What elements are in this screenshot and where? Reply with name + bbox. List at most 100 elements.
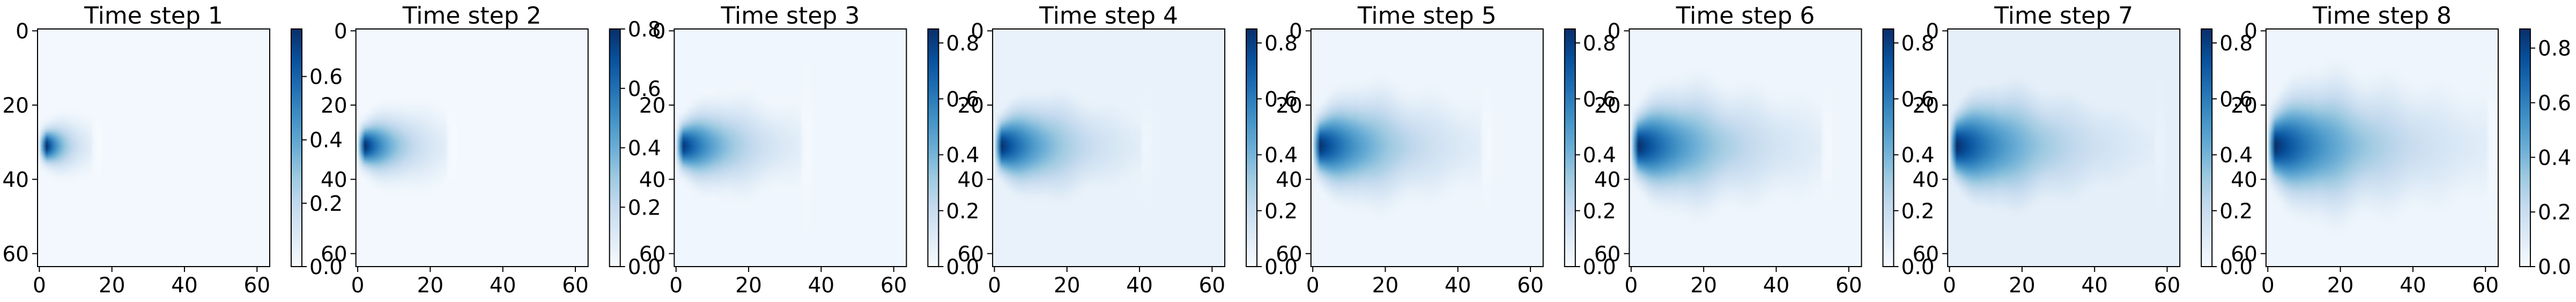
y-tick-label: 20: [2, 94, 29, 118]
y-tick-label: 20: [321, 94, 347, 118]
y-tick-label: 0: [1608, 19, 1621, 43]
heatmap-image: [2266, 29, 2498, 267]
colorbar-tick-label: 0.6: [1583, 87, 1616, 112]
colorbar-tick-label: 0.6: [2219, 87, 2253, 112]
panel-title: Time step 5: [1357, 2, 1497, 30]
colorbar-tick-label: 0.2: [1583, 200, 1616, 224]
y-tick-label: 0: [653, 19, 666, 43]
colorbar-tick-label: 0.0: [2538, 255, 2571, 279]
axes-frame: [1310, 28, 1544, 267]
colorbar-frame: [1882, 28, 1894, 267]
heatmap-image: [1311, 29, 1543, 267]
colorbar-tick-label: 0.8: [1583, 32, 1616, 56]
y-tick-label: 0: [1926, 19, 1939, 43]
colorbar-tick-label: 0.8: [1264, 32, 1298, 56]
colorbar-tick-label: 0.0: [2219, 255, 2253, 279]
axes-frame: [1628, 28, 1862, 267]
heatmap-image: [356, 29, 588, 267]
colorbar: [291, 29, 302, 267]
x-tick-label: 20: [2327, 274, 2354, 298]
colorbar-tick-label: 0.6: [309, 65, 343, 90]
x-tick-label: 0: [2261, 274, 2275, 298]
y-tick-label: 40: [957, 168, 984, 192]
colorbar-tick-label: 0.2: [628, 196, 661, 220]
y-tick-label: 0: [971, 19, 984, 43]
colorbar-tick-label: 0.0: [1583, 255, 1616, 279]
y-tick-label: 40: [639, 168, 666, 192]
y-tick-label: 0: [16, 19, 29, 43]
x-tick-label: 60: [562, 274, 589, 298]
x-tick-label: 40: [1445, 274, 1471, 298]
x-tick-label: 20: [99, 274, 125, 298]
y-tick-label: 60: [2, 242, 29, 267]
colorbar-tick-label: 0.6: [2538, 91, 2571, 115]
panel-title: Time step 7: [1994, 2, 2133, 30]
axes-frame: [1947, 28, 2181, 267]
colorbar-frame: [2201, 28, 2213, 267]
colorbar-tick-label: 0.4: [1264, 144, 1298, 168]
colorbar: [1246, 29, 1257, 267]
colorbar-tick-label: 0.2: [1901, 200, 1935, 224]
colorbar-frame: [2519, 28, 2531, 267]
y-tick-label: 60: [321, 242, 347, 267]
x-tick-label: 60: [1517, 274, 1544, 298]
heatmap-image: [38, 29, 270, 267]
panel-title: Time step 8: [2312, 2, 2452, 30]
y-tick-label: 20: [1276, 94, 1302, 118]
heatmap-image: [993, 29, 1225, 267]
x-tick-label: 40: [808, 274, 835, 298]
y-tick-label: 60: [1276, 242, 1302, 267]
x-tick-label: 0: [988, 274, 1001, 298]
y-tick-label: 0: [2244, 19, 2257, 43]
colorbar-tick-label: 0.0: [1264, 255, 1298, 279]
colorbar-frame: [1246, 28, 1258, 267]
colorbar-frame: [1564, 28, 1576, 267]
colorbar: [928, 29, 939, 267]
axes-frame: [673, 28, 907, 267]
y-tick-label: 40: [1913, 168, 1940, 192]
colorbar-tick-label: 0.8: [1901, 32, 1935, 56]
heatmap-image: [674, 29, 907, 267]
x-tick-label: 0: [669, 274, 683, 298]
colorbar-tick-label: 0.0: [309, 255, 343, 279]
y-tick-label: 20: [639, 94, 666, 118]
axes-frame: [37, 28, 270, 267]
y-tick-label: 40: [2231, 168, 2257, 192]
colorbar-tick-label: 0.6: [1264, 87, 1298, 112]
colorbar-tick-label: 0.2: [1264, 200, 1298, 224]
x-tick-label: 60: [244, 274, 271, 298]
colorbar-tick-label: 0.4: [2219, 144, 2253, 168]
colorbar-tick-label: 0.8: [628, 18, 661, 42]
colorbar: [609, 29, 620, 267]
axes-frame: [2265, 28, 2499, 267]
x-tick-label: 20: [1054, 274, 1080, 298]
colorbar-tick-label: 0.8: [2219, 32, 2253, 56]
colorbar-tick-label: 0.0: [1901, 255, 1935, 279]
colorbar-tick-label: 0.0: [628, 255, 661, 279]
y-tick-label: 20: [957, 94, 984, 118]
colorbar-tick-label: 0.8: [946, 32, 979, 56]
colorbar-tick-label: 0.2: [309, 192, 343, 216]
x-tick-label: 40: [2081, 274, 2108, 298]
panel-title: Time step 4: [1039, 2, 1178, 30]
y-tick-label: 40: [1276, 168, 1302, 192]
x-tick-label: 40: [171, 274, 198, 298]
y-tick-label: 20: [2231, 94, 2257, 118]
colorbar-tick-label: 0.6: [628, 77, 661, 101]
heatmap-image: [1629, 29, 1862, 267]
x-tick-label: 40: [1763, 274, 1790, 298]
x-tick-label: 40: [1126, 274, 1153, 298]
x-tick-label: 0: [1306, 274, 1320, 298]
y-tick-label: 60: [1913, 242, 1940, 267]
x-tick-label: 40: [2400, 274, 2426, 298]
y-tick-label: 20: [1594, 94, 1621, 118]
colorbar-frame: [291, 28, 302, 267]
colorbar: [2201, 29, 2212, 267]
colorbar: [1883, 29, 1894, 267]
